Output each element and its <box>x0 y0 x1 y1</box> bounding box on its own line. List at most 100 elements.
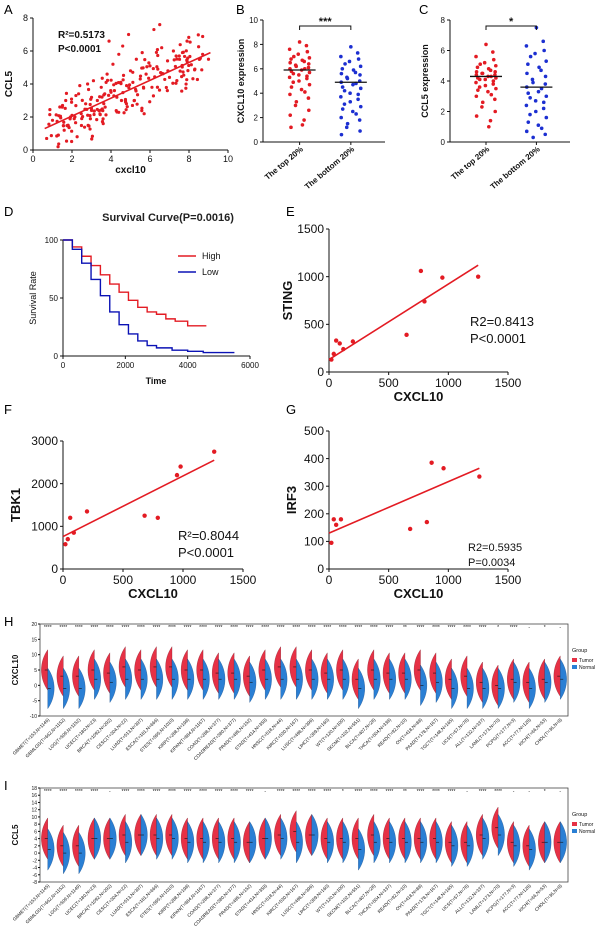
data-point <box>483 83 488 88</box>
significance-label: * <box>544 625 546 631</box>
data-point <box>95 118 99 122</box>
data-point <box>187 35 191 39</box>
data-point <box>307 56 312 60</box>
violin-normal <box>358 828 365 871</box>
data-point <box>63 542 68 547</box>
y-tick-label: -6 <box>33 873 38 879</box>
data-point <box>173 64 178 69</box>
significance-label: **** <box>323 625 331 631</box>
data-point <box>111 62 115 66</box>
violin-normal <box>109 661 117 703</box>
legend-label: Normal <box>579 665 595 671</box>
significance-label: **** <box>230 625 238 631</box>
legend-swatch <box>572 665 577 669</box>
violin-normal <box>560 821 567 864</box>
data-point <box>140 106 144 110</box>
data-point <box>544 115 549 120</box>
violin-normal <box>435 661 443 703</box>
data-point <box>174 81 178 85</box>
data-point <box>307 70 312 75</box>
data-point <box>147 76 151 80</box>
significance-label: * <box>497 625 499 631</box>
data-point <box>158 23 162 27</box>
data-point <box>351 68 356 72</box>
data-point <box>491 50 495 54</box>
data-point <box>537 65 541 70</box>
significance-label: * <box>509 16 514 28</box>
stat-annotation: R2=0.5935 <box>468 542 522 554</box>
y-tick-label: 2 <box>441 108 446 117</box>
significance-label: **** <box>339 625 347 631</box>
violin-normal <box>420 664 428 707</box>
x-tick-label: CHOL(T=36,N=9) <box>534 883 564 913</box>
data-point <box>477 77 482 82</box>
y-tick-label: 8 <box>254 40 259 49</box>
significance-label: **** <box>59 625 67 631</box>
violin-normal <box>327 658 334 700</box>
y-tick-label: 300 <box>304 479 324 493</box>
data-point <box>156 53 160 58</box>
data-point <box>542 48 546 53</box>
panel-letter-d: D <box>4 204 13 219</box>
data-point <box>544 59 548 63</box>
data-point <box>140 66 144 70</box>
stat-annotation: R²=0.8044 <box>178 528 239 543</box>
data-point <box>491 82 496 86</box>
y-tick-label: 0 <box>317 365 324 379</box>
x-tick-label: 4000 <box>179 361 197 370</box>
violin-normal <box>544 821 552 864</box>
data-point <box>175 57 179 61</box>
data-point <box>303 90 307 94</box>
data-point <box>143 58 147 62</box>
data-point <box>89 95 94 99</box>
data-point <box>343 62 347 66</box>
data-point <box>345 121 350 126</box>
plot-frame <box>39 787 569 883</box>
data-point <box>185 78 189 82</box>
data-point <box>197 45 201 49</box>
panel-b-dotplot: 0 2 4 6 8 10 The top 20%The bottom 20% *** CXCL1… <box>236 16 385 191</box>
data-point <box>109 88 113 93</box>
significance-label: **** <box>386 625 394 631</box>
data-point <box>305 49 310 54</box>
data-point <box>155 48 160 52</box>
y-tick-label: 1500 <box>297 222 324 236</box>
panel-letter-i: I <box>4 778 8 793</box>
data-point <box>337 341 342 346</box>
y-tick-label: 12 <box>31 808 37 814</box>
data-point <box>333 522 339 528</box>
panel-e-scatter: 0 500 1000 1500 0 500 1000 1500 CXCL10 STING R2=0.… <box>280 222 534 404</box>
data-point <box>288 92 292 97</box>
data-point <box>440 275 445 280</box>
data-point <box>62 120 66 124</box>
data-point <box>181 70 185 74</box>
data-point <box>533 99 538 103</box>
data-point <box>291 71 296 76</box>
violin-normal <box>233 658 241 700</box>
data-point <box>474 114 479 118</box>
y-tick-label: 3000 <box>31 434 58 448</box>
data-point <box>539 68 543 73</box>
significance-label: **** <box>277 625 285 631</box>
data-point <box>86 113 90 117</box>
data-point <box>141 85 146 89</box>
data-point <box>488 68 493 73</box>
significance-label: - <box>264 789 266 795</box>
violin-normal <box>404 658 412 700</box>
violin-normal <box>63 831 70 875</box>
data-point <box>82 125 87 129</box>
data-point <box>345 76 350 81</box>
data-point <box>404 332 409 338</box>
stat-annotation: R²=0.5173 <box>58 30 105 41</box>
data-point <box>340 107 345 111</box>
data-point <box>122 111 126 115</box>
data-point <box>91 79 96 83</box>
data-point <box>493 97 497 102</box>
data-point <box>291 80 296 85</box>
x-tick-label: 10 <box>223 154 233 164</box>
stat-annotation: P<0.0001 <box>58 44 102 55</box>
legend-label: Normal <box>579 829 595 835</box>
data-point <box>84 102 88 106</box>
